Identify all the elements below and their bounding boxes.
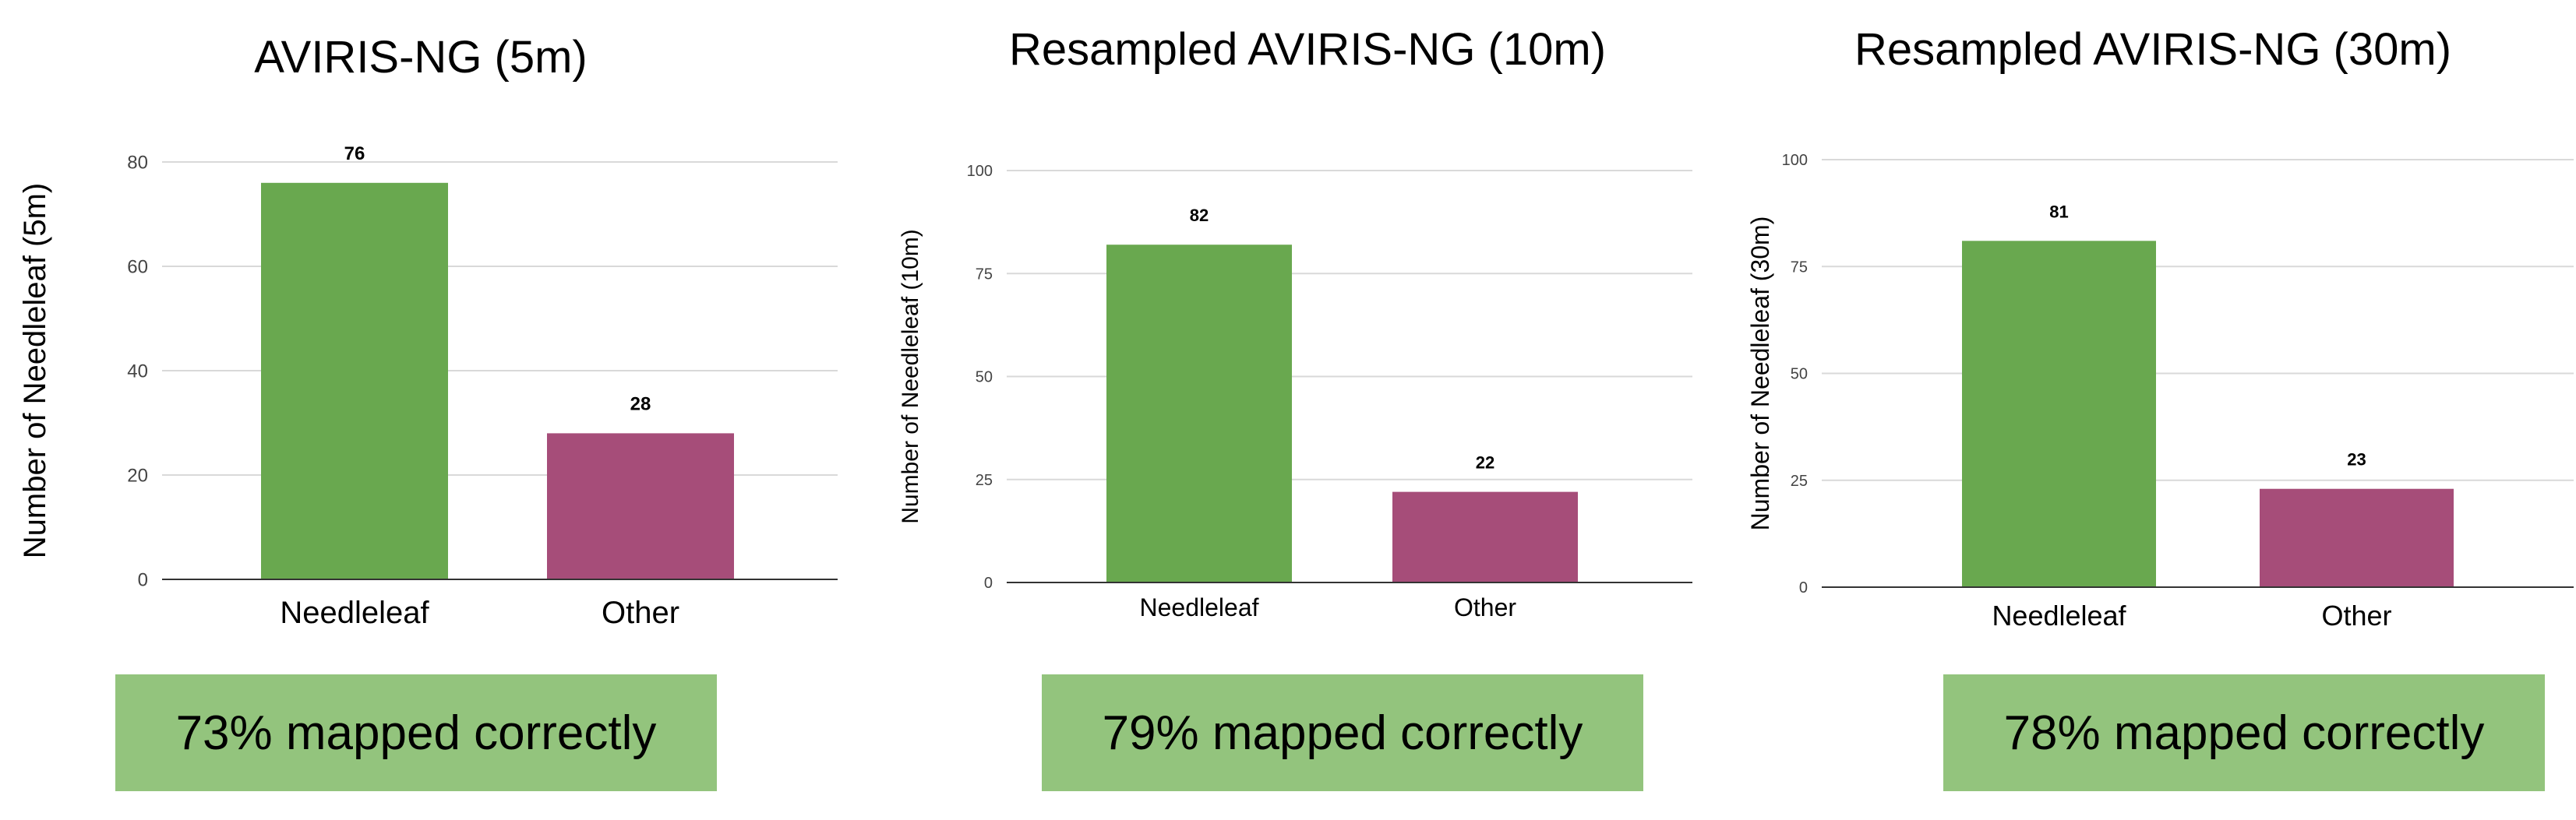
x-category-label: Other	[2321, 600, 2391, 632]
bar-other	[547, 433, 734, 579]
y-tick-label: 20	[127, 465, 148, 486]
y-tick-label: 25	[1791, 473, 1808, 490]
y-tick-label: 75	[1791, 259, 1808, 276]
bar-value-label: 23	[2347, 450, 2366, 470]
y-tick-label: 100	[967, 163, 993, 180]
accuracy-box: 78% mapped correctly	[1943, 674, 2545, 791]
y-tick-label: 40	[127, 361, 148, 382]
bar-chart: 0 25 50 75 100 82 Needleleaf 22 Other Number of N…	[898, 163, 1692, 621]
y-tick-label: 60	[127, 256, 148, 277]
x-category-label: Needleleaf	[280, 596, 429, 630]
x-category-label: Needleleaf	[1992, 600, 2126, 632]
y-tick-label: 50	[1791, 366, 1808, 383]
bar-needleleaf	[261, 182, 448, 580]
y-axis-title: Number of Needleleaf (10m)	[898, 229, 923, 524]
bar-value-label: 28	[630, 393, 651, 414]
bar-value-label: 82	[1190, 206, 1209, 225]
y-tick-label: 0	[1799, 579, 1808, 597]
bar-other	[2260, 488, 2454, 587]
x-category-label: Needleleaf	[1140, 593, 1259, 621]
bar-other	[1392, 491, 1578, 582]
y-tick-label: 25	[976, 472, 993, 489]
y-tick-label: 50	[976, 369, 993, 386]
accuracy-box: 79% mapped correctly	[1042, 674, 1643, 791]
bar-chart: 0 25 50 75 100 81 Needleleaf 23 Other Number of N…	[1746, 152, 2574, 632]
bar-value-label: 22	[1476, 453, 1494, 473]
y-tick-label: 0	[984, 575, 993, 592]
x-category-label: Other	[602, 596, 679, 630]
chart-panel-5m: AVIRIS-NG (5m) 0 20 40 60 80 76 Needleleaf 28 Ot…	[0, 0, 857, 820]
bar-needleleaf	[1962, 241, 2156, 587]
chart-title: Resampled AVIRIS-NG (10m)	[1008, 24, 1607, 75]
chart-panel-30m: Resampled AVIRIS-NG (30m) 0 25 50 75 100 81 Ne…	[1714, 0, 2576, 820]
y-tick-label: 0	[138, 569, 148, 590]
y-tick-label: 100	[1782, 152, 1808, 169]
bar-value-label: 81	[2049, 202, 2068, 221]
chart-title: Resampled AVIRIS-NG (30m)	[1854, 24, 2452, 75]
y-axis-title: Number of Needleleaf (5m)	[18, 183, 52, 558]
x-category-label: Other	[1454, 593, 1516, 621]
y-axis-title: Number of Needleleaf (30m)	[1746, 216, 1774, 531]
chart-title: AVIRIS-NG (5m)	[254, 32, 588, 83]
bar-needleleaf	[1106, 245, 1292, 582]
bar-value-label: 76	[344, 143, 365, 164]
y-tick-label: 80	[127, 152, 148, 173]
bar-chart: 0 20 40 60 80 76 Needleleaf 28 Other Number of Ne…	[18, 143, 838, 630]
y-tick-label: 75	[976, 266, 993, 283]
chart-panel-10m: Resampled AVIRIS-NG (10m) 0 25 50 75 100 82 Ne…	[857, 0, 1714, 820]
accuracy-box: 73% mapped correctly	[115, 674, 717, 791]
